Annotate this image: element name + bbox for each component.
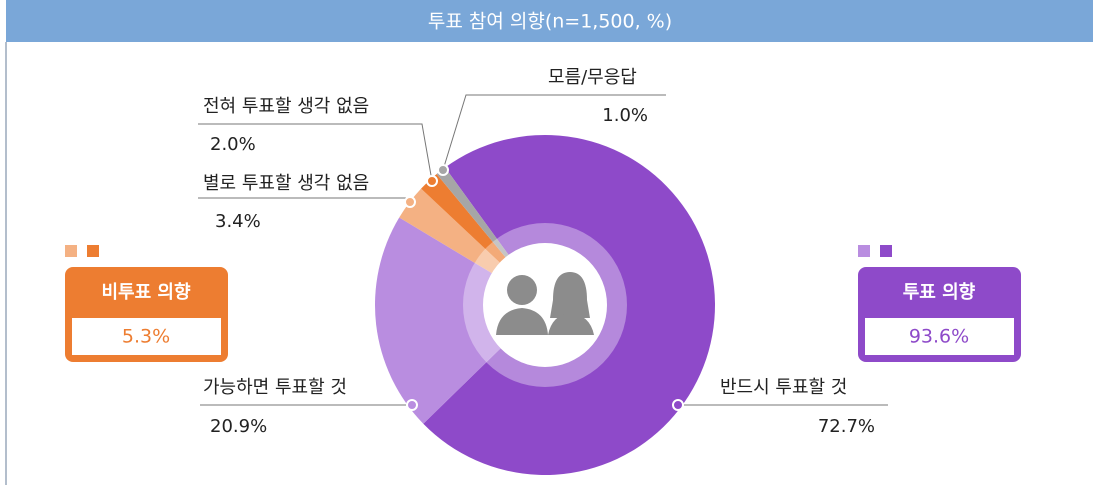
value-label: 3.4%	[215, 211, 261, 232]
legend-square	[87, 245, 99, 257]
group-name: 비투표 의향	[101, 282, 191, 303]
leader-line	[442, 94, 666, 171]
labels: 반드시 투표할 것 72.7% 가능하면 투표할 것 20.9% 별로 투표할 생각 없…	[65, 67, 1021, 437]
slice-label: 전혀 투표할 생각 없음	[203, 96, 369, 117]
group-value: 5.3%	[122, 326, 170, 348]
leader-dot	[672, 399, 684, 411]
chart-title: 투표 참여 의향(n=1,500, %)	[428, 11, 672, 33]
value-label: 72.7%	[818, 416, 875, 437]
leader-dot	[406, 399, 418, 411]
legend-square	[65, 245, 77, 257]
leader-dot	[404, 196, 416, 208]
slice	[374, 217, 545, 424]
leader-dot	[426, 175, 438, 187]
leader-dot	[437, 164, 449, 176]
group-value: 93.6%	[909, 326, 969, 348]
slice-label: 가능하면 투표할 것	[203, 377, 347, 398]
group-value-box	[865, 318, 1014, 355]
slice-label: 반드시 투표할 것	[720, 377, 847, 398]
leader-line	[198, 123, 433, 182]
people-icon	[496, 272, 594, 335]
group-name: 투표 의향	[903, 282, 976, 303]
title-bar	[6, 0, 1093, 42]
icon-body	[496, 308, 548, 335]
icon-body2	[548, 313, 594, 335]
slice-label: 모름/무응답	[548, 67, 637, 88]
icon-hair	[550, 272, 590, 318]
slice-label: 별로 투표할 생각 없음	[203, 173, 369, 194]
center-circle	[483, 243, 607, 367]
value-label: 1.0%	[602, 105, 648, 126]
value-label: 20.9%	[210, 416, 267, 437]
value-label: 2.0%	[210, 134, 256, 155]
group-value-box	[72, 318, 221, 355]
legend-square	[880, 245, 892, 257]
icon-head	[507, 275, 537, 305]
legend-square	[858, 245, 870, 257]
donut	[374, 135, 715, 475]
